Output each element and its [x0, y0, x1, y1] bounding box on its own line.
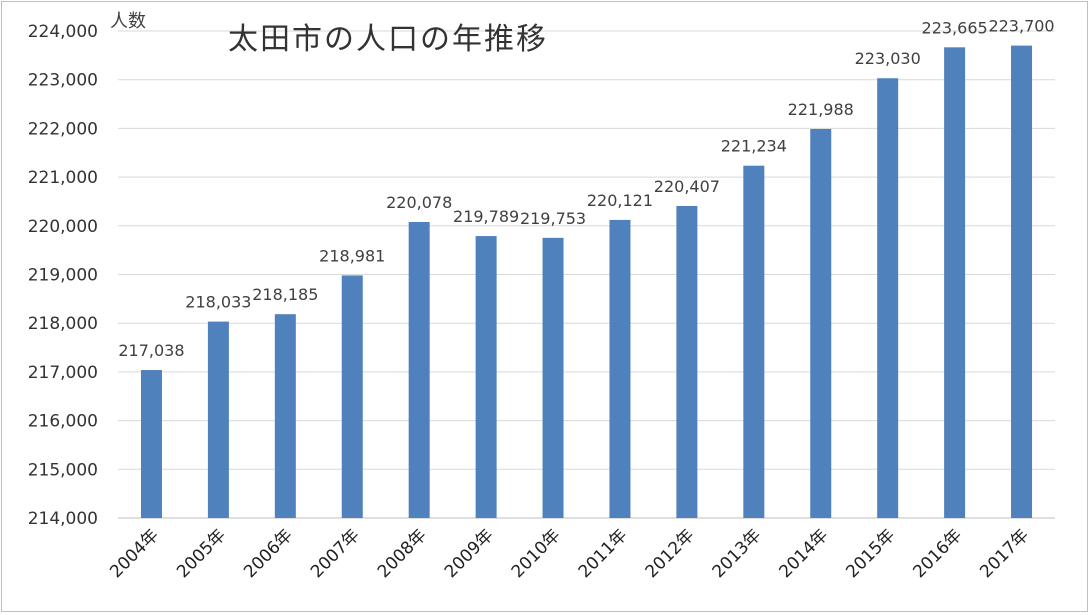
y-axis-label: 人数 [110, 11, 146, 32]
bar [274, 314, 296, 518]
data-label: 218,033 [185, 293, 251, 312]
y-axis-ticks: 214,000 215,000 216,000 217,000 218,000 219,0… [28, 22, 98, 529]
bar [542, 237, 564, 518]
data-label: 219,753 [520, 209, 586, 228]
y-tick-label: 215,000 [28, 460, 98, 480]
x-tick-label: 2011年 [575, 525, 632, 582]
bars [140, 45, 1033, 519]
data-label: 220,078 [386, 193, 452, 212]
x-tick-label: 2005年 [173, 525, 230, 582]
y-tick-label: 222,000 [28, 119, 98, 139]
x-tick-label: 2010年 [508, 525, 565, 582]
bar [944, 47, 966, 518]
data-label: 220,407 [654, 177, 720, 196]
y-tick-label: 216,000 [28, 412, 98, 432]
data-label: 217,038 [118, 341, 184, 360]
x-tick-label: 2014年 [776, 525, 833, 582]
data-label: 223,030 [855, 49, 921, 68]
x-tick-label: 2007年 [307, 525, 364, 582]
data-label: 221,988 [788, 100, 854, 119]
y-tick-label: 224,000 [28, 22, 98, 42]
y-tick-label: 214,000 [28, 509, 98, 529]
chart-title: 太田市の人口の年推移 [228, 22, 548, 57]
bar [1011, 45, 1033, 519]
bar [207, 321, 229, 518]
x-tick-label: 2008年 [374, 525, 431, 582]
x-tick-label: 2004年 [106, 525, 163, 582]
bar [877, 78, 899, 518]
data-label: 223,665 [922, 18, 988, 37]
bar [341, 275, 363, 518]
bar [810, 128, 832, 518]
data-label: 221,234 [721, 137, 787, 156]
bar [609, 219, 631, 519]
y-tick-label: 219,000 [28, 266, 98, 286]
x-axis-ticks: 2004年 2005年 2006年 2007年 2008年 2009年 2010年 2011年… [106, 525, 1033, 582]
x-tick-label: 2016年 [909, 525, 966, 582]
data-label: 218,981 [319, 246, 385, 265]
bar [140, 370, 162, 518]
bar [475, 236, 497, 519]
bar [676, 205, 698, 518]
y-tick-label: 220,000 [28, 217, 98, 237]
data-label: 220,121 [587, 191, 653, 210]
x-tick-label: 2015年 [842, 525, 899, 582]
data-label: 219,789 [453, 207, 519, 226]
bar [408, 222, 430, 518]
x-tick-label: 2009年 [441, 525, 498, 582]
x-tick-label: 2006年 [240, 525, 297, 582]
y-tick-label: 217,000 [28, 363, 98, 383]
data-label: 223,700 [988, 17, 1054, 36]
y-tick-label: 218,000 [28, 314, 98, 334]
x-tick-label: 2017年 [976, 525, 1033, 582]
data-label: 218,185 [252, 285, 318, 304]
y-tick-label: 221,000 [28, 168, 98, 188]
bar [743, 165, 765, 518]
x-tick-label: 2013年 [709, 525, 766, 582]
y-tick-label: 223,000 [28, 71, 98, 91]
gridlines [118, 30, 1055, 519]
x-tick-label: 2012年 [642, 525, 699, 582]
